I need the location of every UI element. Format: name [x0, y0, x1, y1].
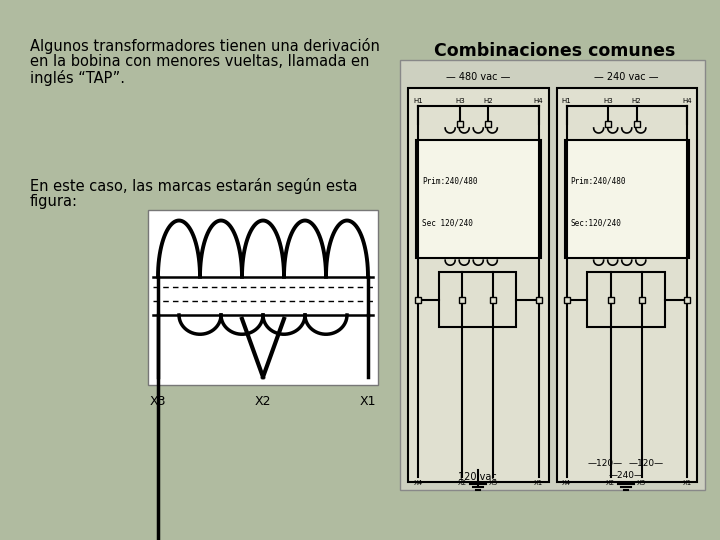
- Text: X2: X2: [457, 480, 467, 486]
- Text: H2: H2: [631, 98, 642, 104]
- Bar: [416, 140, 541, 258]
- Text: En este caso, las marcas estarán según esta: En este caso, las marcas estarán según e…: [30, 178, 358, 194]
- Text: X1: X1: [683, 480, 692, 486]
- Text: X3: X3: [637, 480, 646, 486]
- Text: figura:: figura:: [30, 194, 78, 209]
- Text: en la bobina con menores vueltas, llamada en: en la bobina con menores vueltas, llamad…: [30, 54, 369, 69]
- Text: H4: H4: [534, 98, 544, 104]
- Text: X2: X2: [255, 395, 271, 408]
- Bar: [490, 297, 496, 303]
- Bar: [608, 297, 613, 303]
- Text: inglés “TAP”.: inglés “TAP”.: [30, 70, 125, 86]
- Bar: [536, 297, 541, 303]
- Text: —120—: —120—: [629, 459, 664, 468]
- Bar: [564, 297, 570, 303]
- Bar: [634, 121, 639, 127]
- Text: H1: H1: [562, 98, 572, 104]
- Bar: [148, 210, 378, 385]
- Bar: [459, 297, 465, 303]
- Text: — 240 vac —: — 240 vac —: [595, 72, 659, 82]
- Bar: [415, 297, 421, 303]
- Bar: [684, 297, 690, 303]
- Text: X4: X4: [562, 480, 571, 486]
- Bar: [564, 140, 689, 258]
- Text: Combinaciones comunes: Combinaciones comunes: [434, 42, 675, 60]
- Text: — 480 vac —: — 480 vac —: [446, 72, 510, 82]
- Text: X3: X3: [150, 395, 166, 408]
- Text: X1: X1: [534, 480, 543, 486]
- Bar: [400, 60, 705, 490]
- Bar: [606, 121, 611, 127]
- Bar: [639, 297, 644, 303]
- Bar: [485, 121, 491, 127]
- Bar: [408, 88, 549, 482]
- Text: Algunos transformadores tienen una derivación: Algunos transformadores tienen una deriv…: [30, 38, 380, 54]
- Bar: [557, 88, 697, 482]
- Text: —240—: —240—: [608, 471, 644, 480]
- Text: X4: X4: [413, 480, 423, 486]
- Text: H2: H2: [483, 98, 493, 104]
- Text: X3: X3: [488, 480, 498, 486]
- Text: Sec 120/240: Sec 120/240: [422, 218, 473, 227]
- Bar: [588, 272, 665, 327]
- Bar: [439, 272, 516, 327]
- Text: H3: H3: [603, 98, 613, 104]
- Text: X2: X2: [606, 480, 615, 486]
- Text: Sec:120/240: Sec:120/240: [570, 218, 621, 227]
- Text: Prim:240/480: Prim:240/480: [570, 177, 626, 186]
- Text: 120 vac: 120 vac: [458, 472, 497, 482]
- Text: H4: H4: [682, 98, 692, 104]
- Text: Prim:240/480: Prim:240/480: [422, 177, 477, 186]
- Text: —120—: —120—: [588, 459, 623, 468]
- Bar: [457, 121, 463, 127]
- Text: X1: X1: [360, 395, 377, 408]
- Text: H1: H1: [413, 98, 423, 104]
- Text: H3: H3: [455, 98, 465, 104]
